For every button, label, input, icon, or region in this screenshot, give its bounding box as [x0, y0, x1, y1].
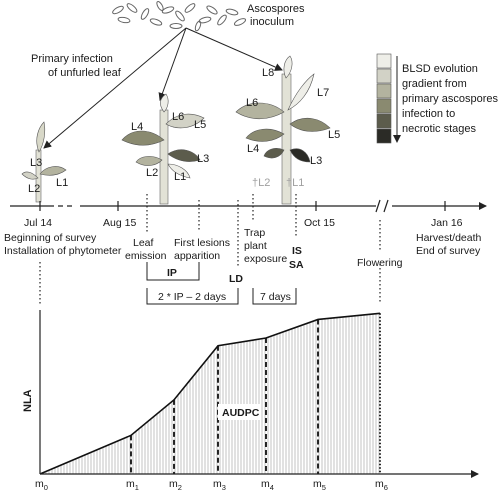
- swatch-6: [376, 128, 392, 144]
- first-lesions-line1: First lesions: [174, 237, 230, 249]
- tick-label-m3: m3: [213, 478, 226, 490]
- tick-label-m4: m4: [261, 478, 274, 490]
- ip-label: IP: [167, 267, 177, 279]
- legend-line-4: infection to: [402, 108, 455, 120]
- inoculum-subtitle: inoculum: [250, 16, 294, 28]
- two-ip-label: 2 * IP – 2 days: [158, 291, 226, 303]
- swatch-4: [376, 98, 392, 114]
- ld-label: LD: [229, 273, 243, 285]
- banana-plant-small: [21, 121, 67, 203]
- plant3-dead-l2: †L2: [252, 177, 270, 189]
- legend-line-2: gradient from: [402, 78, 467, 90]
- date-aug15: Aug 15: [103, 217, 136, 229]
- plant2-leaf-l2: L2: [146, 167, 158, 179]
- ip-bracket: [146, 262, 200, 281]
- plant3-leaf-l6: L6: [246, 97, 258, 109]
- event-dotted-lines: [39, 194, 381, 304]
- plant3-dead-l1: †L1: [286, 177, 304, 189]
- plant2-leaf-l1: L1: [174, 171, 186, 183]
- plant3-leaf-l3: L3: [310, 155, 322, 167]
- plant1-leaf-l3: L3: [30, 157, 42, 169]
- tick-label-m0: m0: [35, 478, 48, 490]
- nla-y-label: NLA: [22, 389, 34, 412]
- trap-line1: Trap: [244, 227, 265, 239]
- plant3-leaf-l5: L5: [328, 129, 340, 141]
- legend-line-5: necrotic stages: [402, 123, 476, 135]
- date-oct15: Oct 15: [304, 217, 335, 229]
- trap-line2: plant: [244, 240, 267, 252]
- harvest-label: Harvest/death: [416, 232, 482, 244]
- audpc-area: [40, 313, 380, 474]
- date-jul14: Jul 14: [24, 217, 52, 229]
- plant3-leaf-l4: L4: [247, 143, 259, 155]
- swatch-5: [376, 113, 392, 129]
- swatch-3: [376, 83, 392, 99]
- ascospores-cluster: [112, 1, 247, 32]
- plant1-leaf-l2: L2: [28, 183, 40, 195]
- audpc-label: AUDPC: [222, 407, 260, 419]
- leaf-emission-line2: emission: [125, 250, 167, 262]
- two-ip-bracket: [146, 288, 239, 305]
- plant2-leaf-l6: L6: [172, 111, 184, 123]
- primary-infection-line2: of unfurled leaf: [48, 67, 122, 79]
- plant3-leaf-l7: L7: [317, 87, 329, 99]
- plant1-leaf-l1: L1: [56, 177, 68, 189]
- plant2-leaf-l4: L4: [131, 121, 143, 133]
- primary-infection-line1: Primary infection: [31, 53, 113, 65]
- seven-days-label: 7 days: [260, 291, 291, 303]
- phytometer-label: Installation of phytometer: [4, 245, 122, 257]
- banana-plant-medium: [121, 93, 205, 205]
- nla-graph: m0 m1 m2 m3 m4 m5 m6 AUDPC NLA: [22, 310, 479, 490]
- audpc-label-bg: [218, 404, 260, 420]
- end-survey-label: End of survey: [416, 245, 481, 257]
- sa-label: SA: [289, 259, 304, 271]
- inoculum-arrows: [43, 27, 283, 149]
- tick-label-m5: m5: [313, 478, 326, 490]
- inoculum-title: Ascospores: [247, 3, 305, 15]
- tick-label-m2: m2: [169, 478, 182, 490]
- plant3-leaf-l8: L8: [262, 67, 274, 79]
- seven-days-bracket: [252, 288, 297, 305]
- flowering-label: Flowering: [357, 257, 403, 269]
- begin-survey-label: Beginning of survey: [4, 232, 97, 244]
- is-label: IS: [292, 245, 302, 257]
- legend-line-1: BLSD evolution: [402, 63, 478, 75]
- nla-x-ticks: m0 m1 m2 m3 m4 m5 m6: [35, 478, 388, 490]
- swatch-2: [376, 68, 392, 84]
- banana-plant-large: [235, 55, 331, 205]
- plant2-leaf-l3: L3: [197, 153, 209, 165]
- timeline-axis: [10, 199, 487, 213]
- date-jan16: Jan 16: [431, 217, 463, 229]
- tick-label-m1: m1: [126, 478, 139, 490]
- blsd-legend-swatches: [376, 53, 392, 144]
- swatch-1: [376, 53, 392, 69]
- legend-line-3: primary ascospores: [402, 93, 498, 105]
- trap-line3: exposure: [244, 253, 287, 265]
- leaf-emission-line1: Leaf: [133, 237, 154, 249]
- plant2-leaf-l5: L5: [194, 119, 206, 131]
- first-lesions-line2: apparition: [174, 250, 220, 262]
- tick-label-m6: m6: [375, 478, 388, 490]
